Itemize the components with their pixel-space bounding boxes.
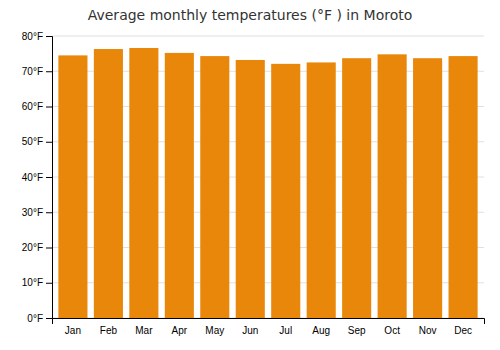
x-tick-label: Jan [65,325,81,336]
y-tick: 70°F [22,66,52,77]
bar [449,56,478,318]
y-tick-label: 70°F [22,66,43,77]
y-tick-mark [46,71,52,72]
x-tick: Dec [454,325,472,336]
x-tick: Apr [172,325,188,336]
bar [378,54,407,318]
x-tick-label: Apr [172,325,188,336]
y-tick: 60°F [22,101,52,112]
y-tick-label: 40°F [22,172,43,183]
bar [271,64,300,318]
y-tick: 80°F [22,31,52,42]
x-tick: Sep [348,325,366,336]
y-tick-label: 50°F [22,136,43,147]
y-tick-label: 60°F [22,101,43,112]
x-tick: Jul [279,325,292,336]
y-tick-mark [46,318,52,319]
x-tick: Feb [100,325,118,336]
y-tick: 10°F [22,277,52,288]
x-tick-label: Sep [348,325,366,336]
bars [58,48,477,318]
bar [200,56,229,318]
chart: Average monthly temperatures (°F ) in Mo… [0,0,500,350]
bar [165,53,194,318]
y-tick-label: 80°F [22,31,43,42]
bar [129,48,158,318]
y-tick-label: 20°F [22,242,43,253]
bar [342,58,371,318]
y-tick-label: 10°F [22,277,43,288]
y-tick: 50°F [22,136,52,147]
y-tick: 40°F [22,172,52,183]
grid-line [52,36,484,37]
x-tick: May [205,325,224,336]
x-tick: Jan [65,325,81,336]
y-tick-label: 0°F [27,313,43,324]
x-tick-label: Mar [135,325,153,336]
x-tick: Mar [135,325,153,336]
y-axis-line [46,37,53,319]
x-tick-label: Dec [454,325,472,336]
bar [94,49,123,318]
y-tick: 0°F [27,313,52,324]
y-tick-mark [46,283,52,284]
x-tick: Aug [312,325,330,336]
x-tick-label: Jun [242,325,258,336]
x-tick: Nov [419,325,437,336]
x-tick-label: Jul [279,325,292,336]
x-axis-line [53,319,485,325]
y-tick-mark [46,36,52,37]
y-axis: 0°F 10°F 20°F 30°F 40°F 50°F 60°F 70°F 80°F [22,31,53,324]
x-tick-label: Oct [384,325,400,336]
x-tick-label: May [205,325,224,336]
bar [307,62,336,318]
x-axis: Jan Feb Mar Apr May Jun Jul Aug Sep Oct Nov Dec [53,319,485,337]
y-tick: 20°F [22,242,52,253]
plot: 0°F 10°F 20°F 30°F 40°F 50°F 60°F 70°F 80°F Jan Fe… [22,31,485,336]
y-tick-mark [46,248,52,249]
y-tick-mark [46,142,52,143]
y-tick-mark [46,212,52,213]
bar [236,60,265,318]
x-tick-label: Nov [419,325,437,336]
y-tick-label: 30°F [22,207,43,218]
y-tick-mark [46,177,52,178]
grid [52,36,484,318]
title: Average monthly temperatures (°F ) in Mo… [88,7,413,23]
y-tick: 30°F [22,207,52,218]
bar [413,58,442,318]
y-tick-mark [46,107,52,108]
x-tick: Jun [242,325,258,336]
x-tick: Oct [384,325,400,336]
bar [58,55,87,318]
x-tick-label: Aug [312,325,330,336]
x-tick-label: Feb [100,325,118,336]
